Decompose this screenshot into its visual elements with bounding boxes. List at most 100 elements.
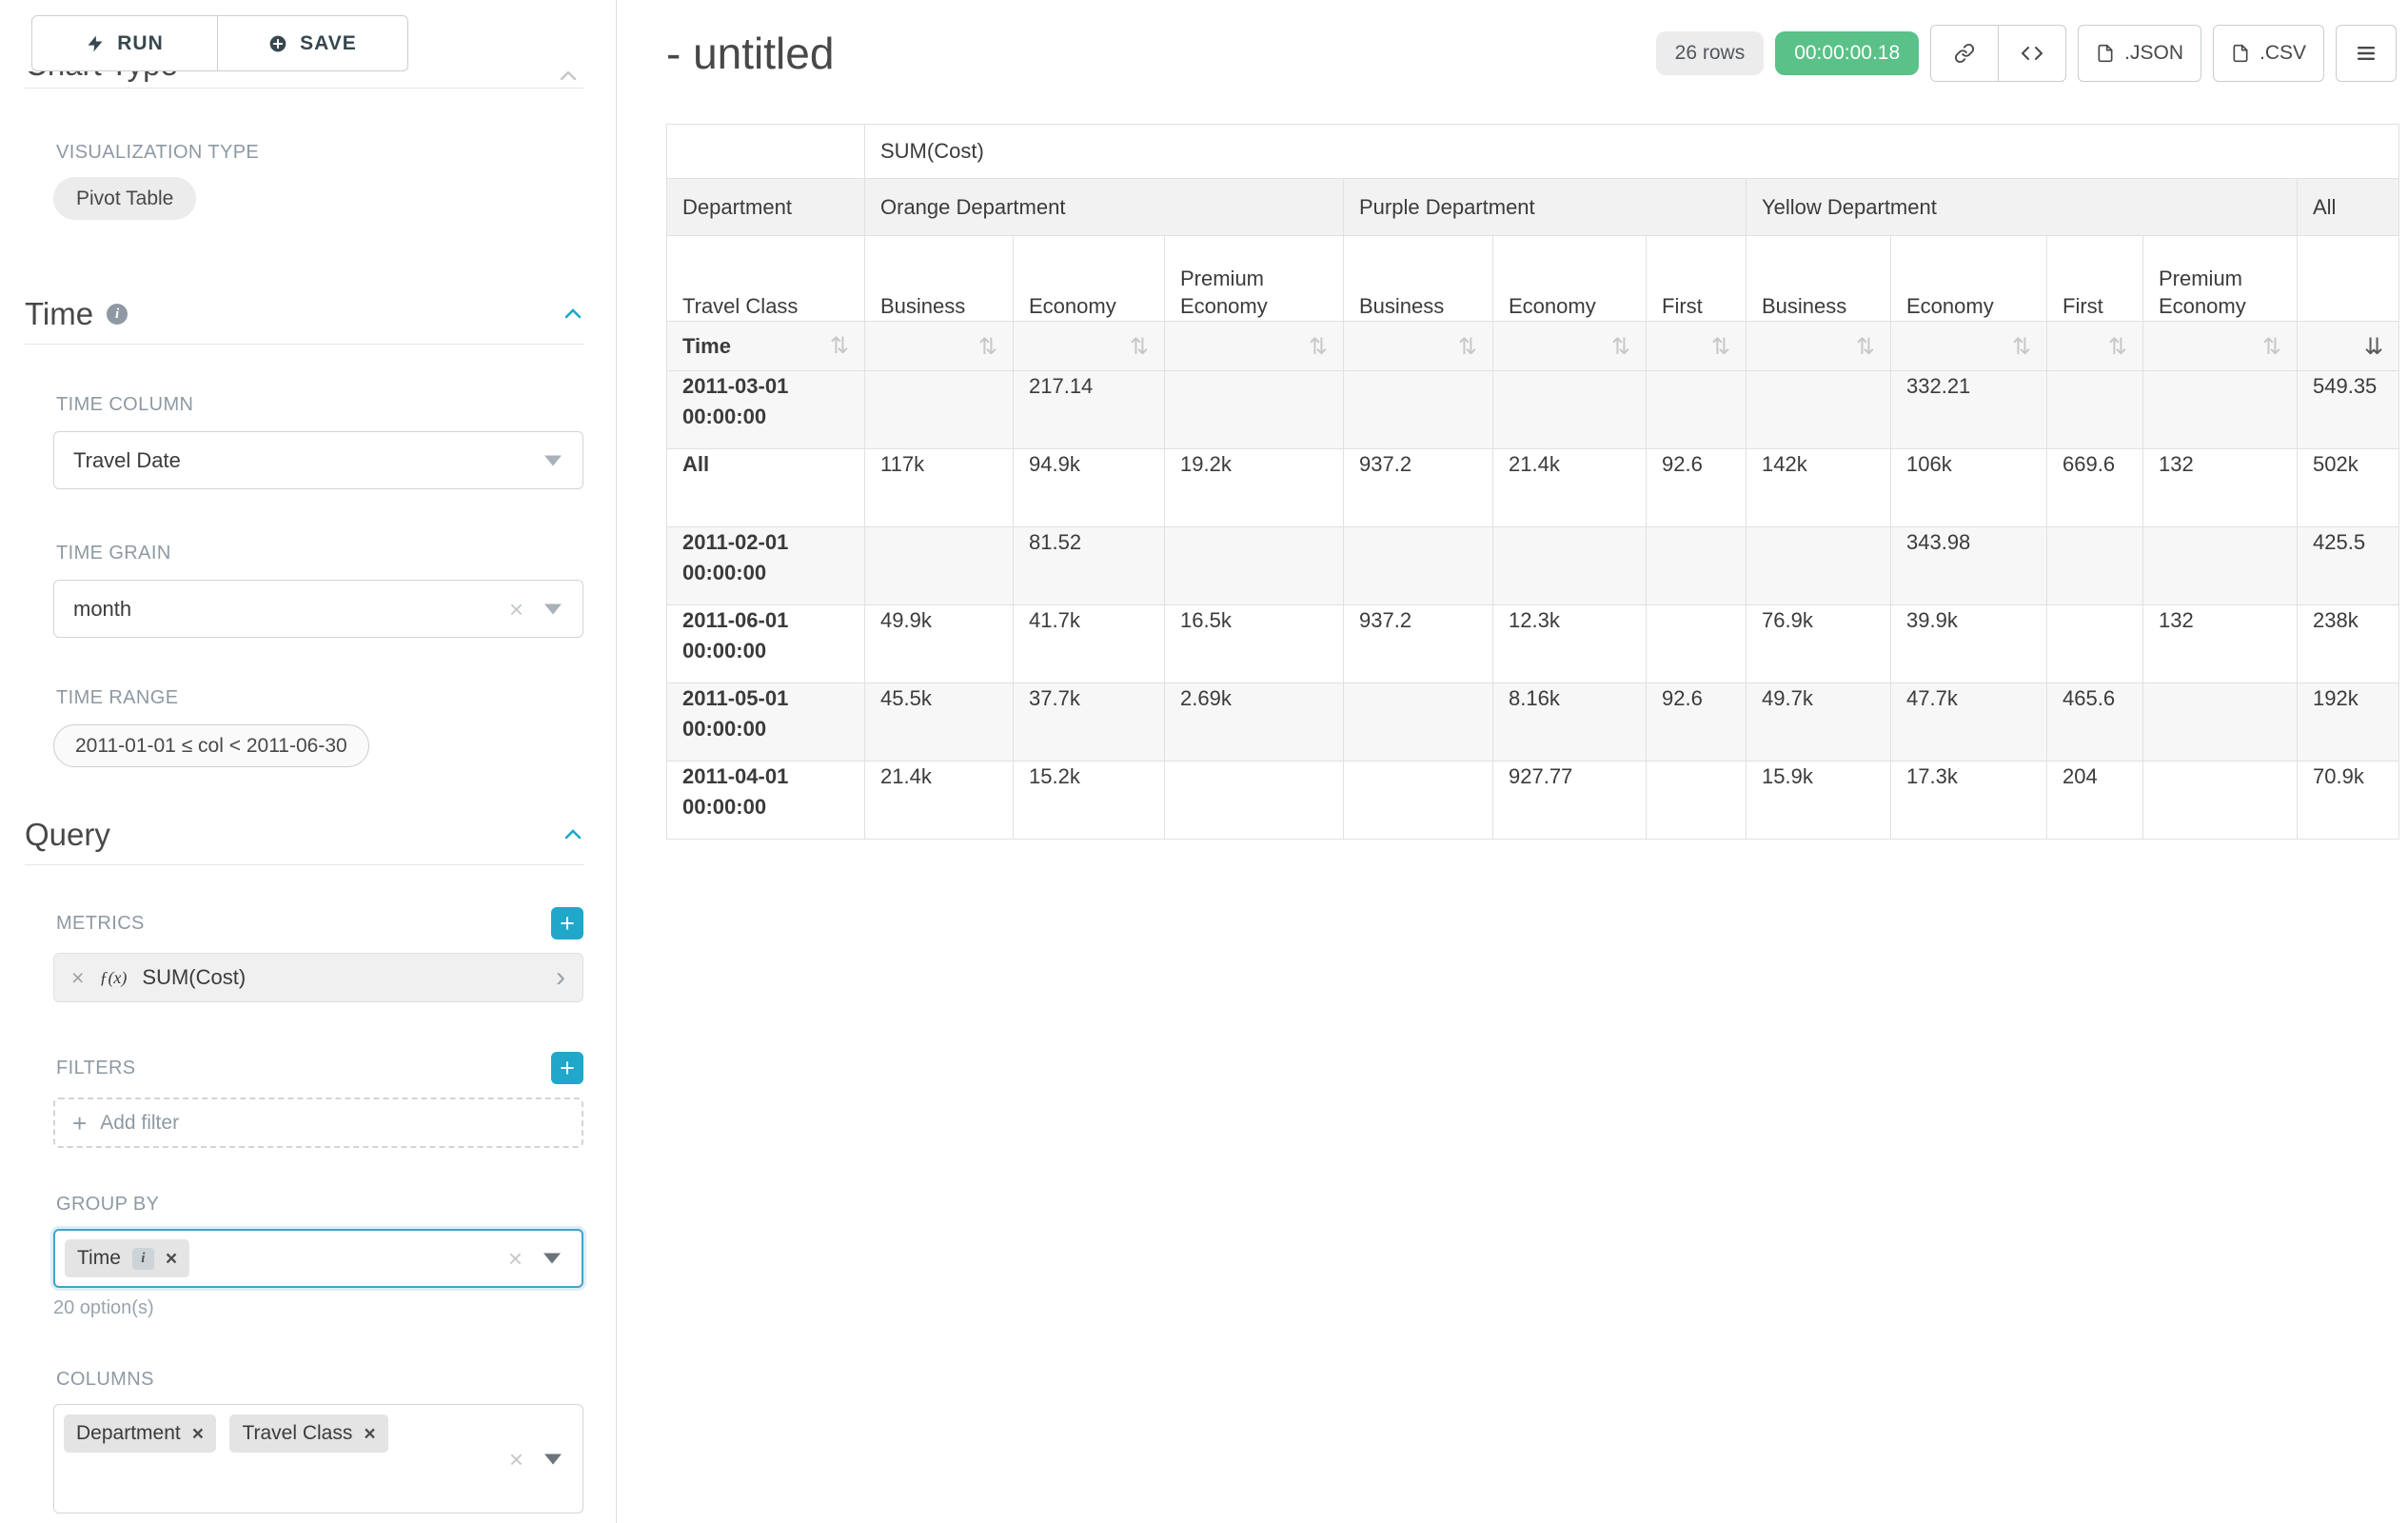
visualization-type-pill[interactable]: Pivot Table — [53, 177, 197, 220]
pivot-sort-cell[interactable]: ⇅ — [1013, 321, 1165, 371]
sort-icon[interactable]: ⇅ — [1610, 332, 1630, 360]
file-icon — [2096, 44, 2115, 63]
sort-icon[interactable]: ⇅ — [1710, 332, 1730, 360]
chart-type-section-clipped: Chart Type — [25, 71, 584, 88]
remove-pill-icon[interactable]: × — [364, 1422, 376, 1445]
group-by-pill[interactable]: Time i × — [65, 1239, 190, 1277]
export-csv-label: .CSV — [2259, 42, 2306, 64]
pivot-sort-cell[interactable]: ⇅ — [864, 321, 1014, 371]
time-section-header[interactable]: Time i — [25, 296, 584, 345]
pivot-sort-cell[interactable]: ⇅ — [2142, 321, 2298, 371]
chevron-right-icon[interactable]: › — [556, 961, 565, 993]
pivot-value-cell: 94.9k — [1013, 448, 1165, 527]
pivot-value-cell — [1746, 370, 1891, 449]
sort-icon[interactable]: ⇅ — [829, 331, 849, 359]
pivot-value-cell: 92.6 — [1646, 682, 1747, 762]
pivot-value-cell: 16.5k — [1164, 604, 1344, 683]
sort-icon[interactable]: ⇅ — [1129, 332, 1149, 360]
pivot-value-cell — [1492, 370, 1647, 449]
columns-pill-label: Travel Class — [242, 1422, 353, 1444]
pivot-value-cell: 21.4k — [1492, 448, 1647, 527]
pivot-group-header: Yellow Department — [1746, 178, 2298, 236]
add-filter-plus-button[interactable]: + — [551, 1052, 583, 1084]
columns-label: COLUMNS — [56, 1369, 154, 1390]
pivot-all-value-cell: 238k — [2296, 604, 2400, 683]
pivot-sort-cell[interactable]: ⇅ — [1646, 321, 1747, 371]
pivot-time-sort-cell[interactable]: ⇅ Time — [666, 321, 865, 371]
embed-code-button[interactable] — [1998, 25, 2067, 82]
pivot-value-cell: 41.7k — [1013, 604, 1165, 683]
pivot-class-header: Economy — [1890, 235, 2047, 322]
remove-pill-icon[interactable]: × — [165, 1247, 178, 1270]
group-by-select[interactable]: Time i × × — [53, 1229, 583, 1288]
share-embed-button-group — [1930, 25, 2067, 82]
pivot-value-cell — [1164, 761, 1344, 840]
pivot-row-label: All — [666, 448, 865, 527]
pivot-value-cell: 39.9k — [1890, 604, 2047, 683]
query-timer-badge: 00:00:00.18 — [1775, 31, 1920, 75]
pivot-value-cell: 343.98 — [1890, 526, 2047, 605]
clear-icon[interactable]: × — [508, 1444, 523, 1474]
pivot-value-cell: 15.9k — [1746, 761, 1891, 840]
pivot-value-cell: 49.7k — [1746, 682, 1891, 762]
chevron-down-icon[interactable] — [544, 1454, 562, 1464]
chevron-up-icon[interactable] — [562, 823, 584, 846]
add-filter-button[interactable]: + Add filter — [53, 1098, 583, 1148]
sort-icon[interactable]: ⇅ — [1457, 332, 1477, 360]
pivot-value-cell — [1164, 526, 1344, 605]
sort-icon[interactable]: ⇅ — [2011, 332, 2031, 360]
time-range-pill[interactable]: 2011-01-01 ≤ col < 2011-06-30 — [53, 724, 369, 767]
time-grain-select[interactable]: month × — [53, 580, 583, 638]
pivot-sort-cell[interactable]: ⇅ — [1164, 321, 1344, 371]
clear-icon[interactable]: × — [507, 1244, 523, 1273]
pivot-sort-cell[interactable]: ⇅ — [1746, 321, 1891, 371]
export-json-button[interactable]: .JSON — [2078, 25, 2201, 82]
pivot-class-header: Business — [864, 235, 1014, 322]
run-button[interactable]: RUN — [31, 15, 218, 71]
pivot-value-cell: 117k — [864, 448, 1014, 527]
query-section-header[interactable]: Query — [25, 817, 584, 865]
menu-button[interactable] — [2336, 25, 2397, 82]
columns-pill[interactable]: Travel Class × — [229, 1414, 388, 1453]
chart-panel: - untitled 26 rows 00:00:00.18 — [617, 0, 2408, 1523]
pivot-value-cell: 669.6 — [2046, 448, 2143, 527]
chart-title: - untitled — [666, 29, 835, 78]
pivot-row-dimension-header: Department — [666, 178, 865, 236]
sort-desc-icon[interactable]: ⇊ — [2364, 332, 2384, 360]
pivot-value-cell — [1343, 682, 1493, 762]
time-column-select[interactable]: Travel Date — [53, 431, 583, 489]
pivot-value-cell: 2.69k — [1164, 682, 1344, 762]
sort-icon[interactable]: ⇅ — [2107, 332, 2127, 360]
pivot-sort-cell[interactable]: ⇅ — [1492, 321, 1647, 371]
pivot-class-header: Economy — [1492, 235, 1647, 322]
remove-metric-icon[interactable]: × — [71, 964, 85, 990]
pivot-value-cell — [2142, 682, 2298, 762]
remove-pill-icon[interactable]: × — [191, 1422, 204, 1445]
pivot-sort-cell-active[interactable]: ⇊ — [2296, 321, 2400, 371]
pivot-value-cell — [1646, 526, 1747, 605]
run-button-label: RUN — [117, 31, 164, 54]
sort-icon[interactable]: ⇅ — [977, 332, 997, 360]
chevron-up-icon[interactable] — [558, 71, 579, 88]
save-button[interactable]: SAVE — [217, 15, 408, 71]
clear-icon[interactable]: × — [508, 594, 523, 623]
export-json-label: .JSON — [2124, 42, 2183, 64]
chevron-down-icon — [544, 603, 562, 614]
hamburger-icon — [2355, 42, 2378, 65]
pivot-sort-cell[interactable]: ⇅ — [1343, 321, 1493, 371]
sort-icon[interactable]: ⇅ — [2261, 332, 2281, 360]
pivot-class-header: Premium Economy — [1164, 235, 1344, 322]
chevron-down-icon[interactable] — [543, 1253, 561, 1264]
pivot-sort-cell[interactable]: ⇅ — [1890, 321, 2047, 371]
add-metric-button[interactable]: + — [551, 907, 583, 940]
export-csv-button[interactable]: .CSV — [2212, 25, 2324, 82]
sort-icon[interactable]: ⇅ — [1308, 332, 1328, 360]
pivot-sort-cell[interactable]: ⇅ — [2046, 321, 2143, 371]
sort-icon[interactable]: ⇅ — [1855, 332, 1875, 360]
columns-pill[interactable]: Department × — [64, 1414, 216, 1453]
pivot-value-cell — [1164, 370, 1344, 449]
share-link-button[interactable] — [1930, 25, 2000, 82]
metric-chip[interactable]: × ƒ(x) SUM(Cost) › — [53, 953, 583, 1002]
chevron-up-icon[interactable] — [562, 303, 584, 326]
columns-select[interactable]: Department × Travel Class × × — [53, 1404, 583, 1513]
